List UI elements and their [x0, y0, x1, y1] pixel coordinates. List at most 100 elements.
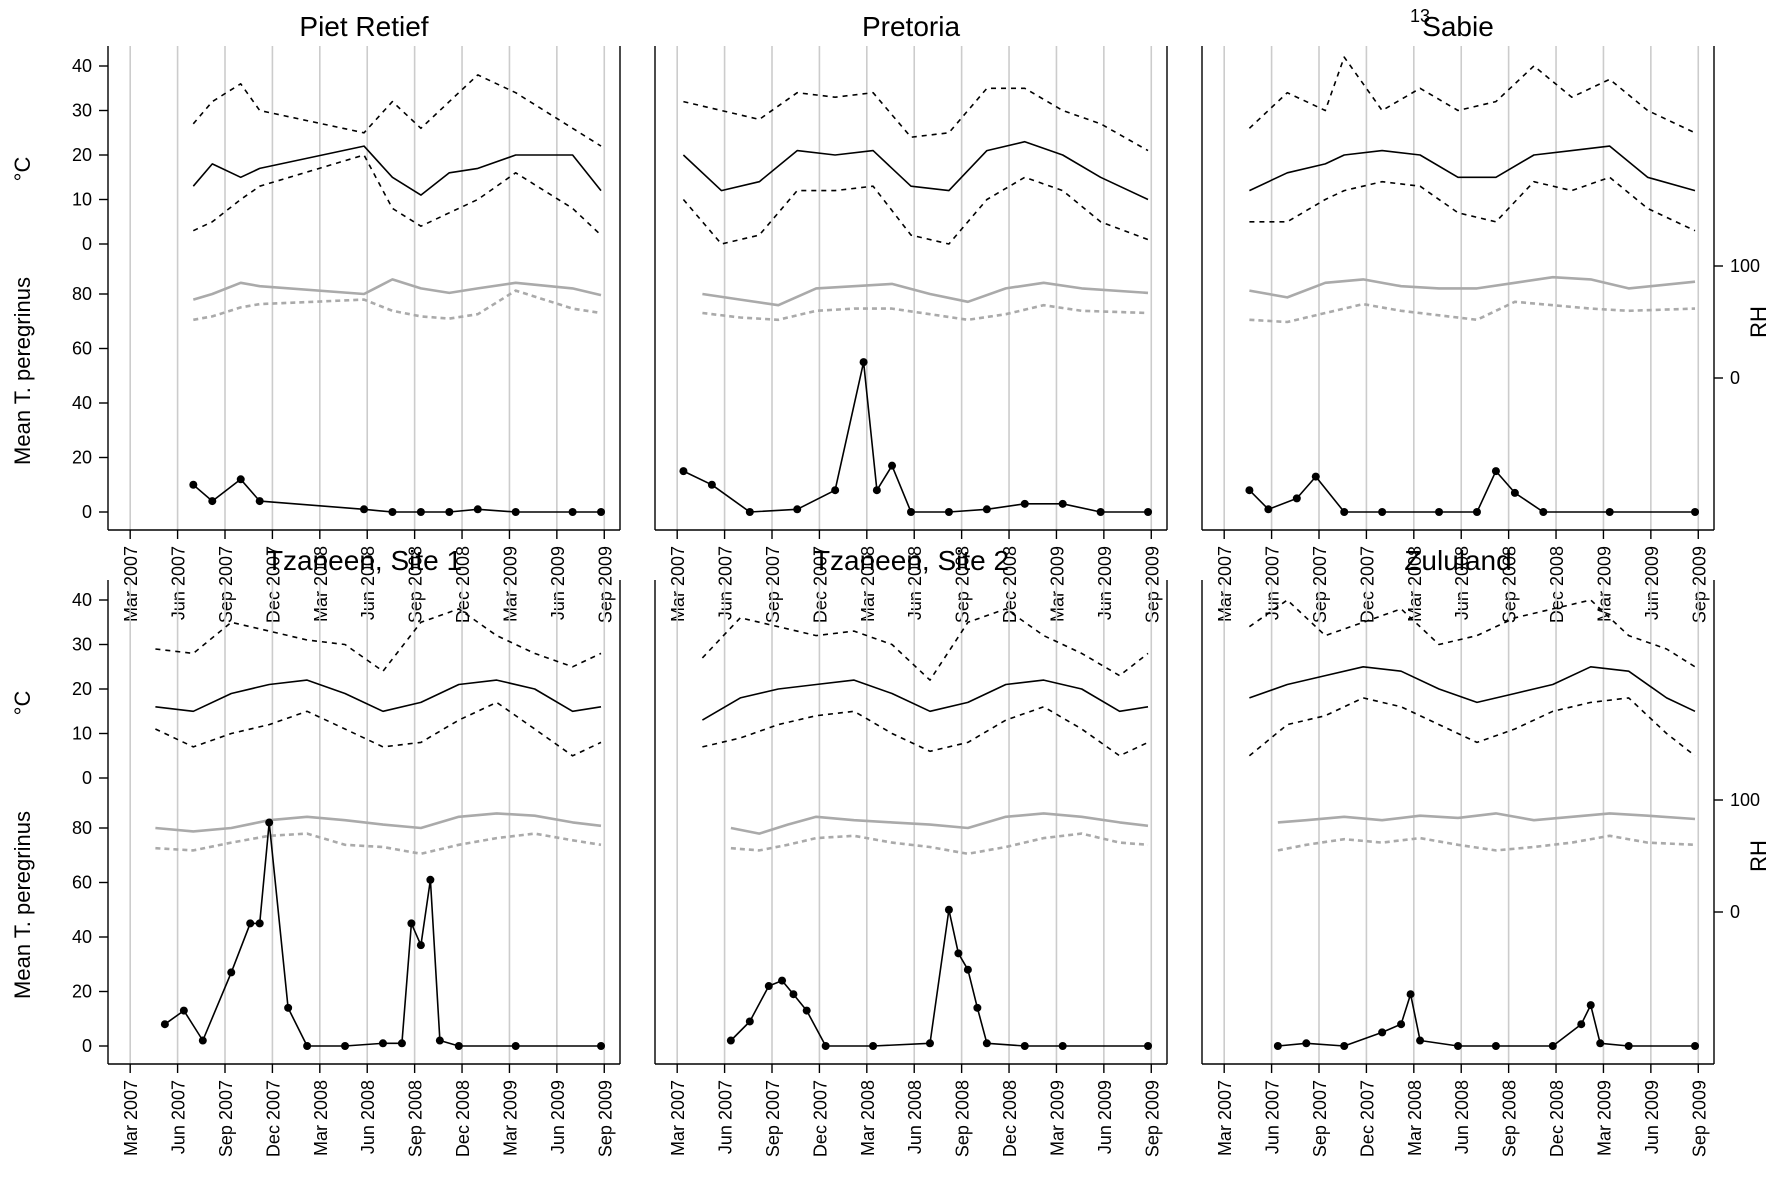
count-point — [869, 1042, 878, 1050]
series-count — [192, 478, 601, 513]
count-point — [388, 508, 397, 516]
x-tick-label: Jun 2009 — [1642, 1080, 1662, 1154]
x-tick-label: Mar 2009 — [500, 1080, 520, 1156]
x-tick-label: Mar 2008 — [858, 1080, 878, 1156]
x-tick-label: Sep 2008 — [953, 1080, 973, 1157]
count-point — [397, 1039, 406, 1048]
x-tick-label: Sep 2008 — [406, 546, 426, 623]
count-point — [1510, 488, 1519, 497]
count-point — [360, 505, 368, 514]
x-tick-label: Mar 2008 — [1405, 1080, 1425, 1156]
count-point — [1472, 508, 1481, 516]
series-temp-max — [1248, 56, 1696, 134]
count-point — [789, 990, 798, 999]
count-point — [745, 1017, 754, 1026]
x-tick-label: Dec 2008 — [453, 546, 473, 623]
count-point — [246, 919, 255, 928]
x-tick-label: Sep 2009 — [1142, 1080, 1162, 1157]
count-point — [944, 905, 953, 914]
series-temp-max — [683, 87, 1149, 152]
series-rh-min — [702, 303, 1149, 322]
count-tick-label: 40 — [72, 927, 92, 947]
temp-tick-label: 40 — [72, 590, 92, 610]
series-rh-min — [1249, 300, 1696, 324]
count-point — [284, 1003, 293, 1012]
rh-tick-label: 0 — [1730, 902, 1740, 922]
count-point — [1596, 1039, 1605, 1048]
temp-tick-label: 30 — [72, 635, 92, 655]
x-tick-label: Jun 2009 — [1095, 546, 1115, 620]
series-rh-min — [1277, 834, 1696, 852]
x-tick-label: Dec 2008 — [1000, 546, 1020, 623]
temp-tick-label: 20 — [72, 145, 92, 165]
count-point — [1378, 508, 1387, 516]
count-point — [426, 875, 435, 884]
count-point — [303, 1042, 312, 1050]
count-point — [1302, 1039, 1311, 1048]
count-point — [1292, 494, 1301, 503]
count-point — [1691, 1042, 1700, 1050]
count-point — [1058, 1042, 1067, 1050]
count-point — [1020, 499, 1029, 508]
x-tick-label: Dec 2007 — [1357, 546, 1377, 623]
panel-6: Zululand Mar 2007 Jun 2007 Sep 2007 Dec 2007… — [1201, 545, 1771, 1157]
x-tick-label: Mar 2008 — [311, 1080, 331, 1156]
temp-tick-label: 0 — [82, 768, 92, 788]
count-point — [236, 475, 245, 484]
count-point — [745, 508, 754, 516]
count-tick-label: 20 — [72, 982, 92, 1002]
count-point — [511, 508, 520, 516]
count-point — [1340, 508, 1349, 516]
x-tick-label: Jun 2007 — [169, 546, 189, 620]
x-tick-label: Mar 2008 — [311, 546, 331, 622]
panel-4: Tzaneen, Site 1 Mar 2007 Jun 2007 Sep 2007 D… — [10, 545, 621, 1157]
x-tick-label: Sep 2009 — [1142, 546, 1162, 623]
count-point — [726, 1036, 735, 1045]
series-temp-max — [701, 608, 1149, 681]
count-point — [597, 1042, 606, 1050]
x-tick-label: Dec 2007 — [263, 1080, 283, 1157]
count-point — [1096, 508, 1105, 516]
count-point — [1454, 1042, 1462, 1050]
x-tick-label: Sep 2009 — [595, 1080, 615, 1157]
count-point — [198, 1036, 207, 1045]
series-temp-min — [1249, 176, 1696, 232]
x-tick-label: Jun 2008 — [358, 1080, 378, 1154]
series-temp-min — [1248, 697, 1696, 757]
x-tick-label: Mar 2008 — [858, 546, 878, 622]
count-tick-label: 40 — [72, 393, 92, 413]
count-point — [341, 1042, 350, 1050]
count-point — [707, 480, 716, 489]
series-temp-min — [682, 176, 1149, 245]
series-temp-mean — [682, 140, 1149, 201]
series-temp-mean — [701, 679, 1149, 721]
count-point — [454, 1042, 463, 1050]
x-tick-label: Jun 2008 — [905, 1080, 925, 1154]
series-temp-max — [192, 74, 602, 147]
x-tick-label: Jun 2009 — [548, 546, 568, 620]
count-point — [1491, 1042, 1500, 1050]
series-rh-max — [1277, 812, 1696, 824]
count-point — [407, 919, 416, 928]
x-tick-label: Dec 2008 — [1000, 1080, 1020, 1157]
panel-title: Piet Retief — [299, 11, 428, 42]
temp-tick-label: 10 — [72, 724, 92, 744]
count-point — [982, 1039, 991, 1048]
count-point — [265, 818, 274, 827]
count-point — [1586, 1001, 1595, 1010]
x-tick-label: Dec 2008 — [453, 1080, 473, 1157]
count-point — [597, 508, 606, 516]
series-temp-mean — [192, 145, 602, 196]
x-tick-label: Mar 2009 — [1594, 1080, 1614, 1156]
x-tick-label: Sep 2007 — [1310, 1080, 1330, 1157]
count-point — [679, 467, 688, 476]
count-point — [1020, 1042, 1029, 1050]
count-point — [1378, 1028, 1387, 1037]
count-point — [1539, 508, 1548, 516]
count-point — [255, 919, 264, 928]
count-point — [821, 1042, 830, 1050]
count-point — [160, 1020, 169, 1029]
y-label-rh: RH — [1746, 840, 1771, 872]
series-rh-max — [192, 278, 602, 301]
